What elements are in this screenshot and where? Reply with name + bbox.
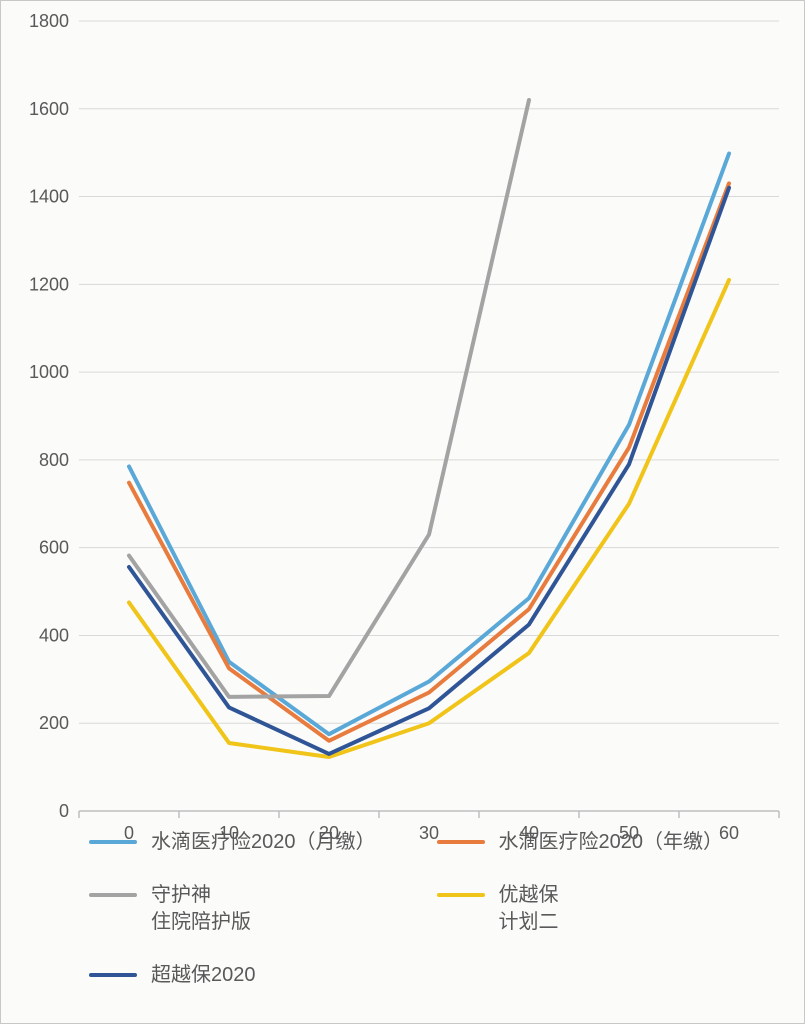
y-tick-label: 800 — [39, 450, 69, 470]
legend: 水滴医疗险2020（月缴） 水滴医疗险2020（年缴） 守护神 住院陪护版 优越保 计… — [89, 829, 764, 989]
legend-label: 水滴医疗险2020（月缴） — [151, 829, 376, 856]
legend-swatch — [437, 840, 485, 844]
legend-label: 超越保2020 — [151, 962, 256, 989]
chart-figure: 0200400600800100012001400160018000102030… — [0, 0, 805, 1024]
series-chaoyuebao — [129, 188, 729, 754]
legend-item-shuidi_monthly: 水滴医疗险2020（月缴） — [89, 829, 417, 856]
y-tick-label: 1400 — [29, 187, 69, 207]
legend-swatch — [89, 893, 137, 897]
legend-swatch — [89, 840, 137, 844]
legend-item-shuidi_annual: 水滴医疗险2020（年缴） — [437, 829, 765, 856]
legend-swatch — [89, 973, 137, 977]
legend-swatch — [437, 893, 485, 897]
legend-item-chaoyuebao: 超越保2020 — [89, 962, 417, 989]
y-tick-label: 1600 — [29, 99, 69, 119]
series-shouhushen — [129, 100, 529, 697]
y-tick-label: 400 — [39, 625, 69, 645]
legend-label: 守护神 住院陪护版 — [151, 882, 251, 936]
y-tick-label: 1000 — [29, 362, 69, 382]
legend-item-youyuebao: 优越保 计划二 — [437, 882, 765, 936]
legend-label: 优越保 计划二 — [499, 882, 559, 936]
legend-item-shouhushen: 守护神 住院陪护版 — [89, 882, 417, 936]
series-shuidi_annual — [129, 183, 729, 740]
y-tick-label: 600 — [39, 538, 69, 558]
y-tick-label: 0 — [59, 801, 69, 821]
legend-label: 水滴医疗险2020（年缴） — [499, 829, 724, 856]
y-tick-label: 1800 — [29, 11, 69, 31]
y-tick-label: 200 — [39, 713, 69, 733]
y-tick-label: 1200 — [29, 274, 69, 294]
